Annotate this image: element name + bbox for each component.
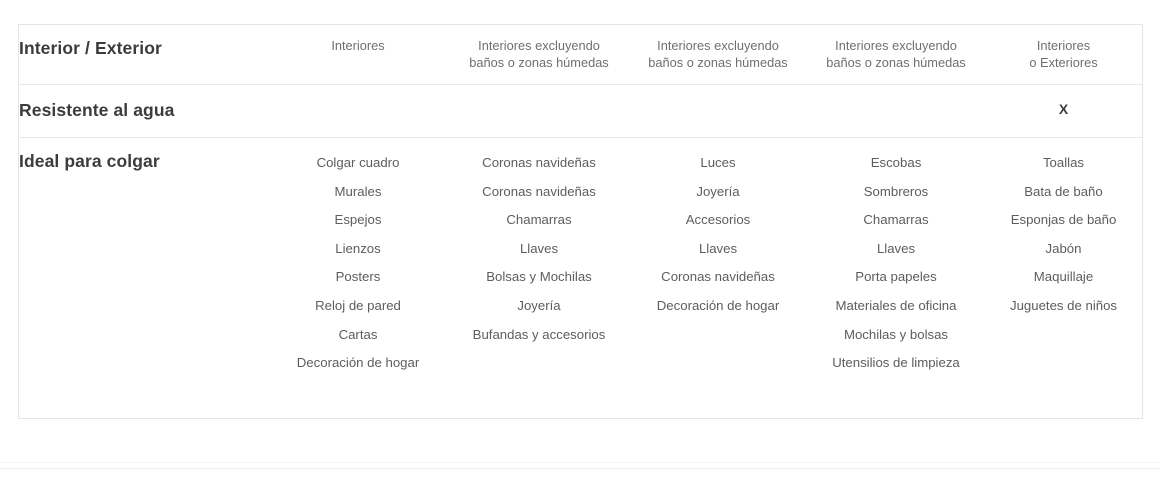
- list-item: Joyería: [517, 297, 561, 313]
- list-item: Llaves: [876, 240, 916, 256]
- item-list: Escobas Sombreros Chamarras Llaves Porta pap…: [807, 149, 985, 378]
- list-item: Cartas: [338, 326, 378, 342]
- list-item: Mochilas y bolsas: [843, 326, 949, 342]
- header-line: Interiores excluyendo: [478, 38, 600, 53]
- list-item: Materiales de oficina: [835, 297, 957, 313]
- header-line: Interiores excluyendo: [835, 38, 957, 53]
- list-item: Lienzos: [335, 240, 381, 256]
- list-item: Juguetes de niños: [1009, 297, 1118, 313]
- list-item: Colgar cuadro: [316, 155, 400, 170]
- item-list: Luces Joyería Accesorios Llaves Coronas navi…: [629, 149, 807, 321]
- list-item: Escobas: [870, 155, 922, 170]
- row-label: Ideal para colgar: [19, 151, 160, 171]
- list-item: Jabón: [1045, 240, 1082, 256]
- cell-ideal-para-colgar-col-5: Toallas Bata de baño Esponjas de baño Jabón…: [985, 138, 1143, 419]
- cell-resistente-al-agua-col-4: [807, 85, 985, 138]
- list-item: Llaves: [519, 240, 559, 256]
- cell-interior-exterior-col-5: Interiores o Exteriores: [985, 25, 1143, 85]
- cell-ideal-para-colgar-col-4: Escobas Sombreros Chamarras Llaves Porta pap…: [807, 138, 985, 419]
- list-item: Reloj de pared: [315, 297, 401, 313]
- list-item: Coronas navideñas: [661, 269, 775, 285]
- list-item: Llaves: [698, 240, 738, 256]
- cell-resistente-al-agua-col-5: X: [985, 85, 1143, 138]
- row-header-ideal-para-colgar: Ideal para colgar: [19, 138, 268, 419]
- header-line: Interiores: [331, 38, 385, 53]
- table-row: Interior / Exterior Interiores Interiore…: [18, 25, 1143, 85]
- list-item: Coronas navideñas: [482, 155, 596, 170]
- table-row: Resistente al agua X: [18, 84, 1143, 138]
- list-item: Coronas navideñas: [482, 183, 596, 199]
- list-item: Murales: [334, 183, 382, 199]
- list-item: Decoración de hogar: [656, 297, 780, 313]
- list-item: Accesorios: [685, 212, 751, 228]
- header-line: Interiores excluyendo: [657, 38, 779, 53]
- list-item: Espejos: [334, 212, 382, 228]
- row-label: Interior / Exterior: [19, 38, 162, 58]
- cell-interior-exterior-col-2: Interiores excluyendo baños o zonas húme…: [449, 25, 629, 85]
- list-item: Chamarras: [506, 212, 572, 228]
- header-line: baños o zonas húmedas: [469, 55, 609, 70]
- header-line: Interiores: [1036, 38, 1091, 53]
- row-label: Resistente al agua: [19, 100, 175, 120]
- cell-interior-exterior-col-1: Interiores: [267, 25, 449, 85]
- list-item: Decoración de hogar: [296, 355, 420, 371]
- list-item: Sombreros: [863, 183, 929, 199]
- list-item: Joyería: [696, 183, 740, 199]
- cell-resistente-al-agua-col-3: [629, 85, 807, 138]
- cell-interior-exterior-col-4: Interiores excluyendo baños o zonas húme…: [807, 25, 985, 85]
- section-divider-upper: [0, 462, 1160, 463]
- specification-comparison-table: Interior / Exterior Interiores Interiore…: [18, 24, 1143, 419]
- cell-ideal-para-colgar-col-3: Luces Joyería Accesorios Llaves Coronas navi…: [629, 138, 807, 419]
- list-item: Bufandas y accesorios: [472, 326, 606, 342]
- list-item: Toallas: [1042, 155, 1085, 170]
- section-divider: [0, 468, 1160, 469]
- list-item: Bata de baño: [1024, 183, 1103, 199]
- table-row: Ideal para colgar Colgar cuadro Murales Es…: [18, 137, 1143, 419]
- table-body: Interior / Exterior Interiores Interiore…: [18, 25, 1143, 419]
- mark-value: X: [1058, 101, 1069, 117]
- list-item: Posters: [335, 269, 381, 285]
- row-header-resistente-al-agua: Resistente al agua: [19, 85, 268, 138]
- list-item: Porta papeles: [855, 269, 937, 285]
- list-item: Bolsas y Mochilas: [486, 269, 592, 285]
- header-line: o Exteriores: [1029, 55, 1098, 70]
- cell-interior-exterior-col-3: Interiores excluyendo baños o zonas húme…: [629, 25, 807, 85]
- list-item: Luces: [700, 155, 736, 170]
- item-list: Coronas navideñas Coronas navideñas Chamar…: [449, 149, 629, 349]
- list-item: Maquillaje: [1033, 269, 1094, 285]
- list-item: Chamarras: [863, 212, 929, 228]
- item-list: Toallas Bata de baño Esponjas de baño Jabón…: [985, 149, 1142, 321]
- cell-resistente-al-agua-col-2: [449, 85, 629, 138]
- list-item: Utensilios de limpieza: [832, 355, 960, 371]
- cell-resistente-al-agua-col-1: [267, 85, 449, 138]
- header-line: baños o zonas húmedas: [648, 55, 788, 70]
- row-header-interior-exterior: Interior / Exterior: [19, 25, 268, 85]
- header-line: baños o zonas húmedas: [826, 55, 966, 70]
- item-list: Colgar cuadro Murales Espejos Lienzos Poster…: [267, 149, 449, 378]
- cell-ideal-para-colgar-col-2: Coronas navideñas Coronas navideñas Chamar…: [449, 138, 629, 419]
- cell-ideal-para-colgar-col-1: Colgar cuadro Murales Espejos Lienzos Poster…: [267, 138, 449, 419]
- list-item: Esponjas de baño: [1010, 212, 1117, 228]
